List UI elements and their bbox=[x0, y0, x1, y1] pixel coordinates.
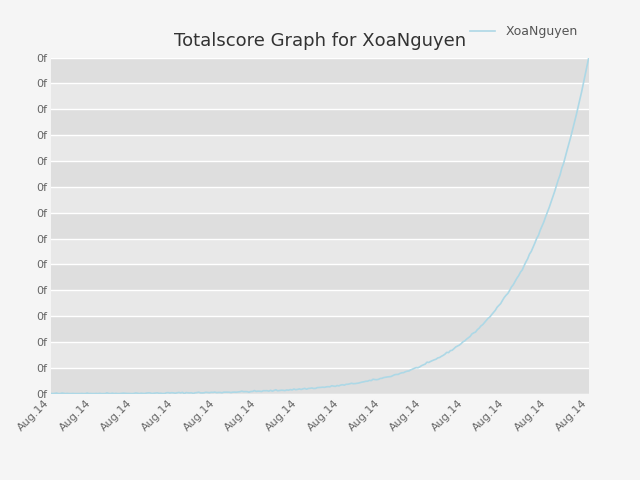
Bar bbox=[51, 239, 589, 264]
Bar bbox=[51, 264, 589, 290]
XoaNguyen bbox=[47, 391, 55, 396]
Bar bbox=[51, 84, 589, 109]
Bar bbox=[51, 161, 589, 187]
XoaNguyen bbox=[51, 391, 59, 396]
XoaNguyen bbox=[369, 376, 377, 382]
XoaNguyen bbox=[49, 391, 57, 396]
Bar bbox=[51, 109, 589, 135]
Bar bbox=[51, 187, 589, 213]
Bar bbox=[51, 316, 589, 342]
Bar bbox=[51, 213, 589, 239]
XoaNguyen bbox=[585, 55, 593, 60]
XoaNguyen bbox=[378, 375, 386, 381]
Bar bbox=[51, 290, 589, 316]
XoaNguyen bbox=[367, 378, 375, 384]
Line: XoaNguyen: XoaNguyen bbox=[51, 58, 589, 394]
Bar bbox=[51, 368, 589, 394]
XoaNguyen bbox=[536, 227, 544, 233]
Bar bbox=[51, 342, 589, 368]
Bar bbox=[51, 135, 589, 161]
Bar bbox=[51, 58, 589, 84]
Title: Totalscore Graph for XoaNguyen: Totalscore Graph for XoaNguyen bbox=[174, 33, 466, 50]
XoaNguyen bbox=[502, 292, 510, 298]
Legend: XoaNguyen: XoaNguyen bbox=[465, 20, 582, 43]
